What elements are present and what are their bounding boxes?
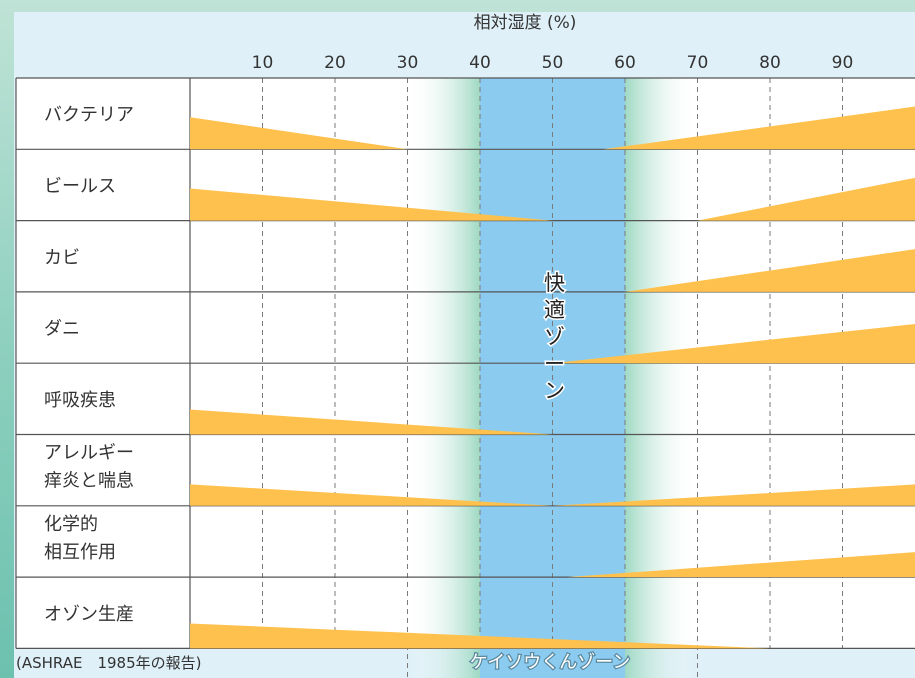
row-label: アレルギー痒炎と喘息 bbox=[44, 443, 134, 492]
risk-wedge-right bbox=[552, 484, 915, 506]
risk-wedge-left bbox=[190, 188, 553, 221]
risk-wedge-left bbox=[190, 409, 553, 435]
row-label: 化学的相互作用 bbox=[44, 514, 116, 563]
row-label: カビ bbox=[44, 247, 80, 268]
risk-wedge-right bbox=[697, 177, 915, 221]
risk-wedge-right bbox=[552, 323, 915, 364]
x-tick-label: 50 bbox=[542, 53, 564, 73]
row-label: バクテリア bbox=[44, 105, 134, 126]
keisou-zone-left-gradient bbox=[407, 78, 480, 678]
x-tick-label: 60 bbox=[614, 53, 636, 73]
row-label: オゾン生産 bbox=[44, 604, 134, 625]
row-label: ダニ bbox=[44, 319, 80, 340]
x-tick-label: 10 bbox=[252, 53, 274, 73]
x-tick-label: 40 bbox=[469, 53, 491, 73]
keisou-zone-right-gradient bbox=[625, 78, 698, 678]
source-note: (ASHRAE 1985年の報告) bbox=[16, 654, 202, 672]
x-tick-label: 90 bbox=[832, 53, 854, 73]
risk-wedge-right bbox=[625, 249, 915, 292]
keisou-zone-label: ケイソウくんゾーン bbox=[470, 652, 631, 673]
axis-title: 相対湿度 (%) bbox=[474, 13, 577, 33]
risk-wedge-left bbox=[190, 117, 408, 150]
row-label: ビールス bbox=[44, 176, 116, 197]
risk-wedge-left bbox=[190, 484, 553, 506]
x-tick-label: 30 bbox=[397, 53, 419, 73]
x-tick-label: 80 bbox=[759, 53, 781, 73]
risk-wedge-right bbox=[603, 106, 915, 150]
comfort-zone-label: 快適ゾーン bbox=[544, 271, 565, 403]
x-tick-label: 20 bbox=[324, 53, 346, 73]
risk-wedge-right bbox=[567, 552, 915, 578]
row-label: 呼吸疾患 bbox=[44, 390, 116, 411]
x-tick-label: 70 bbox=[687, 53, 709, 73]
risk-wedge-left bbox=[190, 623, 770, 649]
